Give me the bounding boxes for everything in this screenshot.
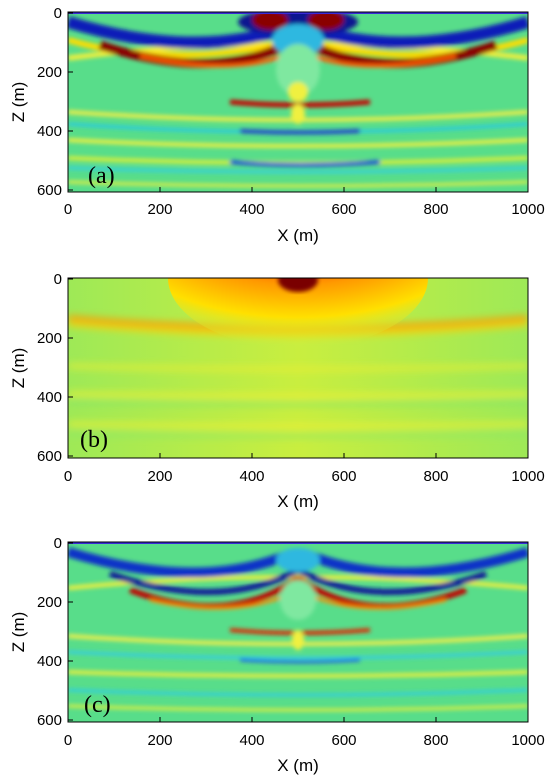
- panel-c-ztick-1: 200: [37, 594, 62, 611]
- panel-a-ztick-2: 400: [37, 123, 62, 140]
- panel-b-ztick-3: 600: [37, 448, 62, 465]
- panel-c-xtick-4: 800: [423, 732, 448, 749]
- panel-a-label: (a): [88, 163, 115, 189]
- panel-c-xlabel: X (m): [277, 756, 319, 775]
- panel-c-xticks: 0 200 400 600 800 1000: [64, 717, 545, 749]
- panel-a-xtick-3: 600: [331, 201, 356, 218]
- panel-a-ztick-1: 200: [37, 64, 62, 81]
- panel-a-xtick-4: 800: [423, 201, 448, 218]
- panel-b-xtick-5: 1000: [511, 468, 544, 485]
- panel-b-zticks: 0 200 400 600: [37, 271, 73, 465]
- panel-c-xtick-0: 0: [64, 732, 72, 749]
- panel-a-xlabel: X (m): [277, 226, 319, 245]
- panel-b-ylabel: Z (m): [9, 348, 28, 389]
- panel-c: (c) 0 200 400 600 0 200 400 600 800 1000…: [9, 535, 545, 775]
- panel-b-xtick-4: 800: [423, 468, 448, 485]
- panel-b-label: (b): [80, 427, 108, 453]
- panel-a-xtick-0: 0: [64, 201, 72, 218]
- panel-b-xlabel: X (m): [277, 492, 319, 511]
- panel-c-frame: [67, 541, 529, 723]
- panel-a-xtick-5: 1000: [511, 201, 544, 218]
- panel-c-xtick-2: 400: [239, 732, 264, 749]
- panel-c-label: (c): [84, 692, 111, 718]
- panel-a-xtick-2: 400: [239, 201, 264, 218]
- panel-c-ylabel: Z (m): [9, 612, 28, 653]
- panel-b-image: [68, 278, 528, 458]
- panel-b-frame: [67, 277, 529, 459]
- panel-a-image: [68, 12, 528, 192]
- panel-b-xtick-2: 400: [239, 468, 264, 485]
- panel-c-ztick-2: 400: [37, 653, 62, 670]
- panel-c-ztick-3: 600: [37, 712, 62, 729]
- panel-b: (b) 0 200 400 600 0 200 400 600 800 1000…: [9, 271, 545, 511]
- panel-c-xtick-1: 200: [147, 732, 172, 749]
- panel-a-ztick-0: 0: [54, 5, 62, 22]
- panel-b-xtick-3: 600: [331, 468, 356, 485]
- panel-a-ztick-3: 600: [37, 182, 62, 199]
- panel-c-xtick-3: 600: [331, 732, 356, 749]
- panel-b-xticks: 0 200 400 600 800 1000: [64, 453, 545, 485]
- panel-b-ztick-1: 200: [37, 330, 62, 347]
- panel-a-xtick-1: 200: [147, 201, 172, 218]
- panel-c-ztick-0: 0: [54, 535, 62, 552]
- panel-a-xticks: 0 200 400 600 800 1000: [64, 187, 545, 218]
- panel-a-zticks: 0 200 400 600: [37, 5, 73, 199]
- panel-b-xtick-0: 0: [64, 468, 72, 485]
- panel-c-image: [68, 542, 528, 722]
- panel-b-xtick-1: 200: [147, 468, 172, 485]
- panel-c-xtick-5: 1000: [511, 732, 544, 749]
- panel-a-ylabel: Z (m): [9, 82, 28, 123]
- panel-c-zticks: 0 200 400 600: [37, 535, 73, 729]
- panel-a: (a) 0 200 400 600 0 200 400 600 800 1000: [9, 5, 545, 245]
- panel-b-ztick-2: 400: [37, 389, 62, 406]
- panel-a-frame: [67, 11, 529, 193]
- panel-b-ztick-0: 0: [54, 271, 62, 288]
